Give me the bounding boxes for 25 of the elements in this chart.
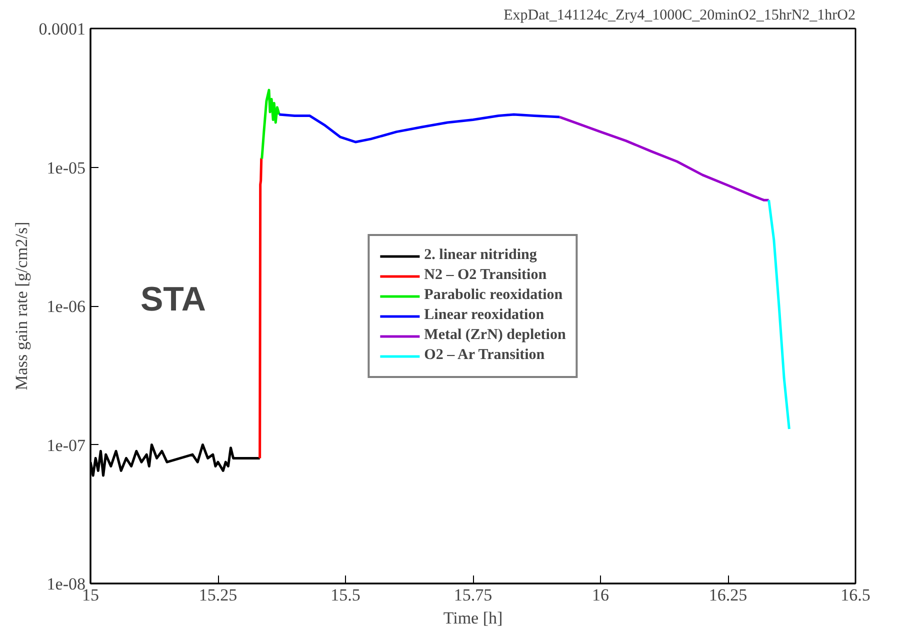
y-tick-label: 1e-05	[46, 158, 86, 178]
chart-title: ExpDat_141124c_Zry4_1000C_20minO2_15hrN2_1hrO2	[504, 8, 856, 24]
x-tick-label: 16.25	[708, 586, 748, 604]
x-tick-label: 16.5	[840, 586, 870, 604]
y-tick-label: 1e-07	[46, 436, 86, 455]
legend-label: Linear reoxidation	[424, 306, 544, 324]
annotation: STA	[140, 280, 206, 318]
y-tick-label: 1e-06	[46, 297, 86, 316]
legend-label: O2 – Ar Transition	[424, 346, 545, 364]
x-tick-label: 15.75	[454, 586, 492, 604]
line-series	[258, 158, 264, 460]
x-tick-label: 15.25	[198, 586, 238, 604]
y-tick-label: 0.0001	[38, 20, 86, 38]
x-tick-label: 16	[592, 586, 609, 604]
x-axis-title: Time [h]	[443, 608, 503, 628]
y-axis-title: Mass gain rate [g/cm2/s]	[12, 222, 31, 390]
legend-label: Parabolic reoxidation	[424, 286, 563, 304]
line-series	[278, 113, 561, 144]
legend-label: N2 – O2 Transition	[424, 266, 547, 284]
legend-label: Metal (ZrN) depletion	[424, 326, 566, 344]
x-tick-label: 15.5	[330, 586, 360, 604]
line-series	[260, 88, 280, 160]
line-series	[558, 116, 770, 202]
line-series	[768, 198, 790, 430]
legend-label: 2. linear nitriding	[424, 246, 537, 264]
